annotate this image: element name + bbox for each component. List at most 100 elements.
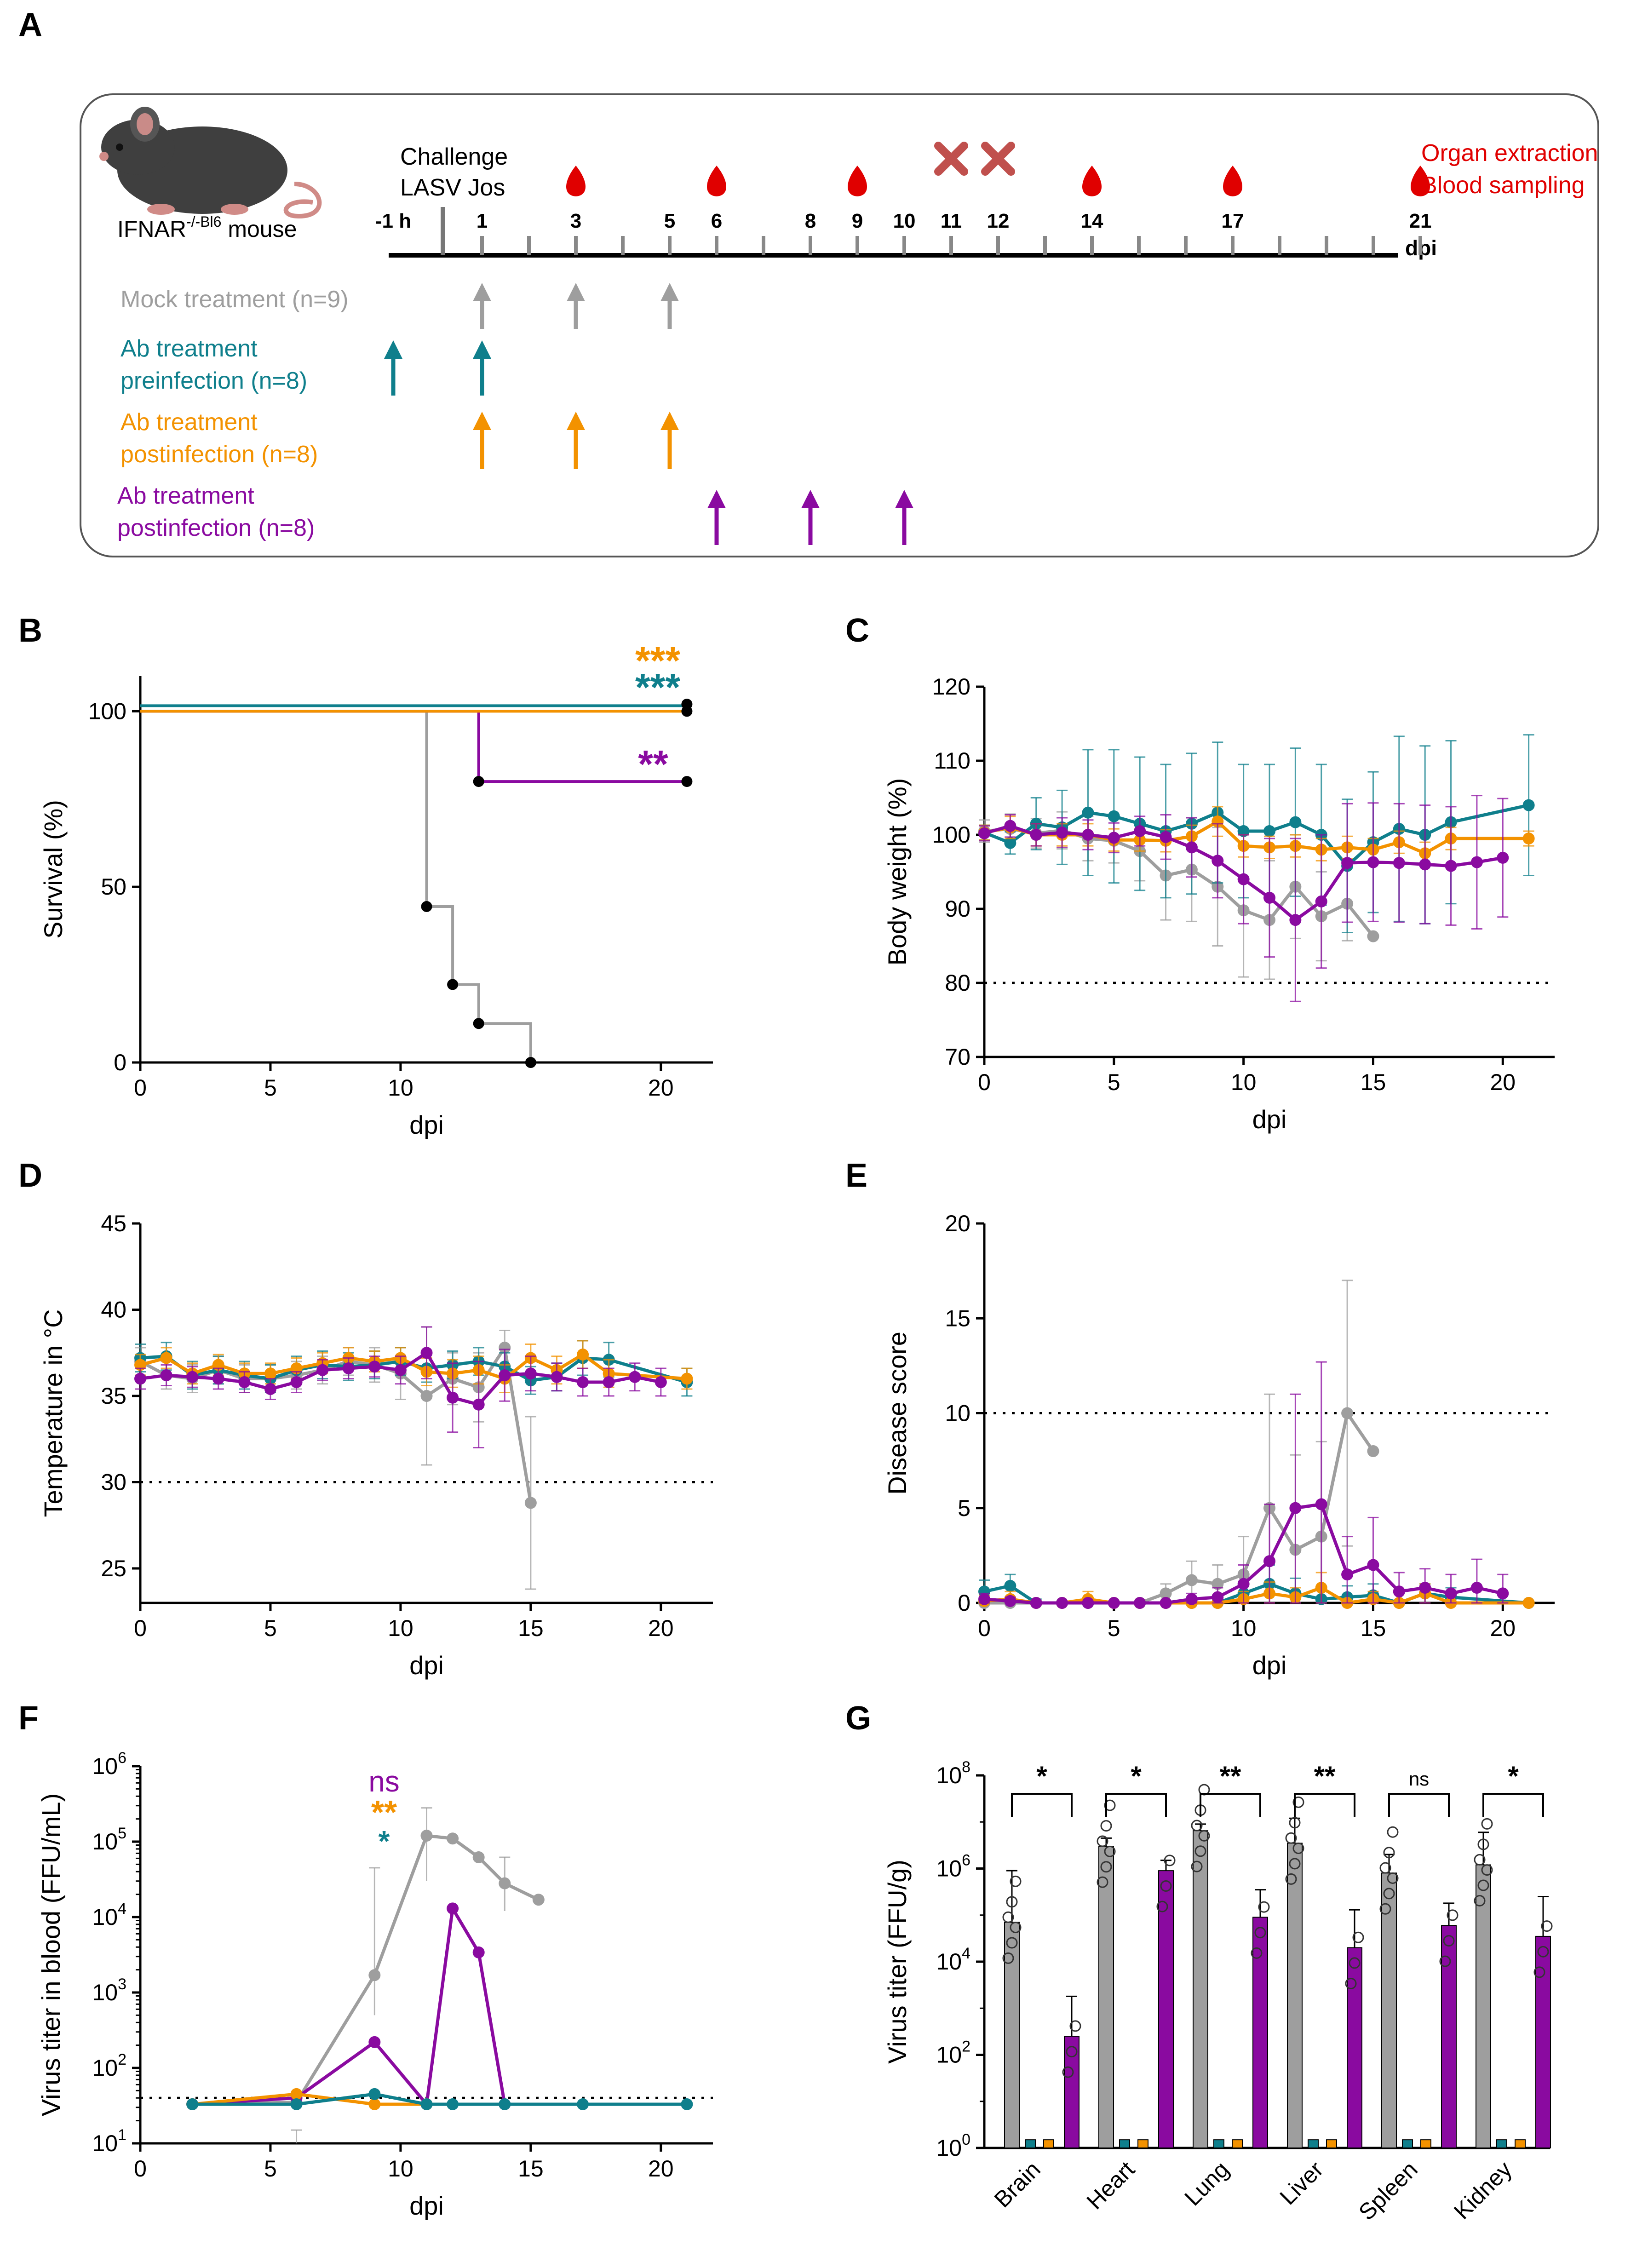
data-point-pre — [368, 2088, 381, 2100]
significance-bracket — [1388, 1793, 1450, 1817]
y-tick-label: 108 — [936, 1758, 970, 1788]
group-mock-label: Mock treatment (n=9) — [121, 286, 349, 313]
x-axis-title: dpi — [1252, 1105, 1287, 1134]
data-point-pre — [1004, 1579, 1016, 1592]
series-line-mock — [192, 1834, 540, 2106]
y-axis-title: Survival (%) — [39, 800, 68, 939]
y-tick-label: 0 — [958, 1590, 970, 1616]
data-point-late — [1263, 891, 1275, 904]
significance-stars: ** — [638, 742, 668, 786]
individual-point — [1533, 1966, 1545, 1978]
data-point-pre — [499, 2098, 511, 2110]
y-tick-label: 70 — [945, 1044, 970, 1070]
data-point-pre — [1263, 825, 1275, 837]
y-tick-exp: 2 — [118, 2051, 126, 2068]
individual-point — [1285, 1832, 1297, 1844]
individual-point — [1164, 1855, 1176, 1866]
data-point-late — [1030, 1597, 1042, 1609]
x-axis-title: dpi — [409, 1110, 444, 1139]
individual-point — [1481, 1818, 1493, 1830]
data-point-late — [1185, 1593, 1198, 1605]
x-tick-label: 0 — [134, 2156, 147, 2182]
timeline-labels: -1 h 1 3 5 6 8 9 10 11 12 14 17 21 — [375, 210, 1432, 232]
x-tick-label: 5 — [264, 1615, 277, 1641]
data-point-post — [1522, 833, 1535, 845]
individual-point — [1379, 1903, 1391, 1915]
timeline-tick-label: 8 — [805, 210, 816, 232]
data-point-late — [1367, 1559, 1379, 1571]
y-tick-exp: 8 — [962, 1758, 970, 1776]
data-point-pre — [1108, 810, 1120, 822]
treatment-arrow-icon — [567, 412, 585, 430]
mouse-illustration — [99, 107, 322, 219]
treatment-arrows — [384, 283, 913, 545]
panel-label-c: C — [845, 612, 869, 649]
y-tick-base: 10 — [92, 1904, 118, 1930]
x-tick-label: 0 — [134, 1615, 147, 1641]
y-tick-base: 10 — [936, 2135, 962, 2161]
y-tick-label: 104 — [936, 1945, 970, 1975]
y-tick-exp: 3 — [118, 1975, 126, 1993]
panel-a-schematic: IFNAR-/-Bl6 mouse Challenge LASV Jos Org… — [80, 93, 1599, 557]
panel-label-d: D — [18, 1157, 42, 1194]
survival-point — [681, 776, 693, 787]
bar-post — [1326, 2139, 1337, 2149]
data-point-pre — [1004, 837, 1016, 849]
y-tick-label: 105 — [92, 1825, 126, 1855]
data-point-late — [1212, 1591, 1224, 1603]
timeline-tick-label: 1 — [477, 210, 488, 232]
data-point-late — [524, 1367, 537, 1380]
individual-point — [1387, 1872, 1399, 1884]
bar-mock — [1193, 1830, 1208, 2149]
panel-label-f: F — [18, 1700, 39, 1737]
bar-pre — [1308, 2139, 1319, 2149]
individual-point — [1006, 1937, 1018, 1949]
individual-point — [1194, 1845, 1206, 1857]
panel-label-g: G — [845, 1700, 871, 1737]
data-point-mock — [368, 1969, 381, 1981]
timeline-tick-label: 3 — [570, 210, 581, 232]
y-tick-label: 100 — [88, 698, 126, 724]
treatment-arrow-icon — [473, 412, 491, 430]
bar-pre — [1025, 2139, 1036, 2149]
individual-point — [1002, 1911, 1014, 1923]
data-point-late — [1263, 1555, 1275, 1568]
y-tick-base: 10 — [936, 1856, 962, 1882]
individual-point — [1006, 1896, 1018, 1908]
data-point-pre — [447, 2098, 459, 2110]
data-point-late — [420, 1347, 433, 1359]
individual-point — [1198, 1784, 1210, 1796]
individual-point — [1191, 1820, 1203, 1832]
x-tick-label: 20 — [648, 1075, 674, 1101]
individual-point — [1198, 1830, 1210, 1842]
data-point-late — [1289, 914, 1302, 926]
treatment-arrow-icon — [473, 340, 491, 359]
category-label: Brain — [989, 2156, 1045, 2212]
timeline-tick-label: 14 — [1081, 210, 1103, 232]
category-label: Spleen — [1354, 2156, 1423, 2225]
treatment-arrow-icon — [801, 490, 820, 508]
data-point-late — [1341, 1568, 1354, 1581]
individual-point — [1104, 1845, 1116, 1857]
y-tick-label: 106 — [92, 1749, 126, 1779]
bar-post — [1043, 2139, 1054, 2149]
x-tick-label: 15 — [518, 1615, 544, 1641]
y-tick-base: 10 — [936, 1763, 962, 1788]
death-cross-icon — [981, 142, 1015, 176]
bar-mock — [1098, 1846, 1114, 2148]
data-point-post — [368, 2098, 381, 2110]
data-point-late — [1445, 1587, 1457, 1600]
y-tick-label: 90 — [945, 896, 970, 922]
y-axis-title: Body weight (%) — [883, 778, 912, 966]
data-point-mock — [1367, 1445, 1379, 1457]
data-point-mock — [1367, 930, 1379, 942]
bar-pre — [1213, 2139, 1224, 2149]
individual-point — [1379, 1862, 1391, 1874]
y-tick-label: 104 — [92, 1900, 126, 1930]
significance-label: ns — [368, 1765, 400, 1798]
data-point-mock — [1341, 1407, 1354, 1419]
x-tick-label: 10 — [388, 1075, 413, 1101]
y-tick-label: 101 — [92, 2126, 126, 2156]
individual-point — [1481, 1864, 1493, 1876]
